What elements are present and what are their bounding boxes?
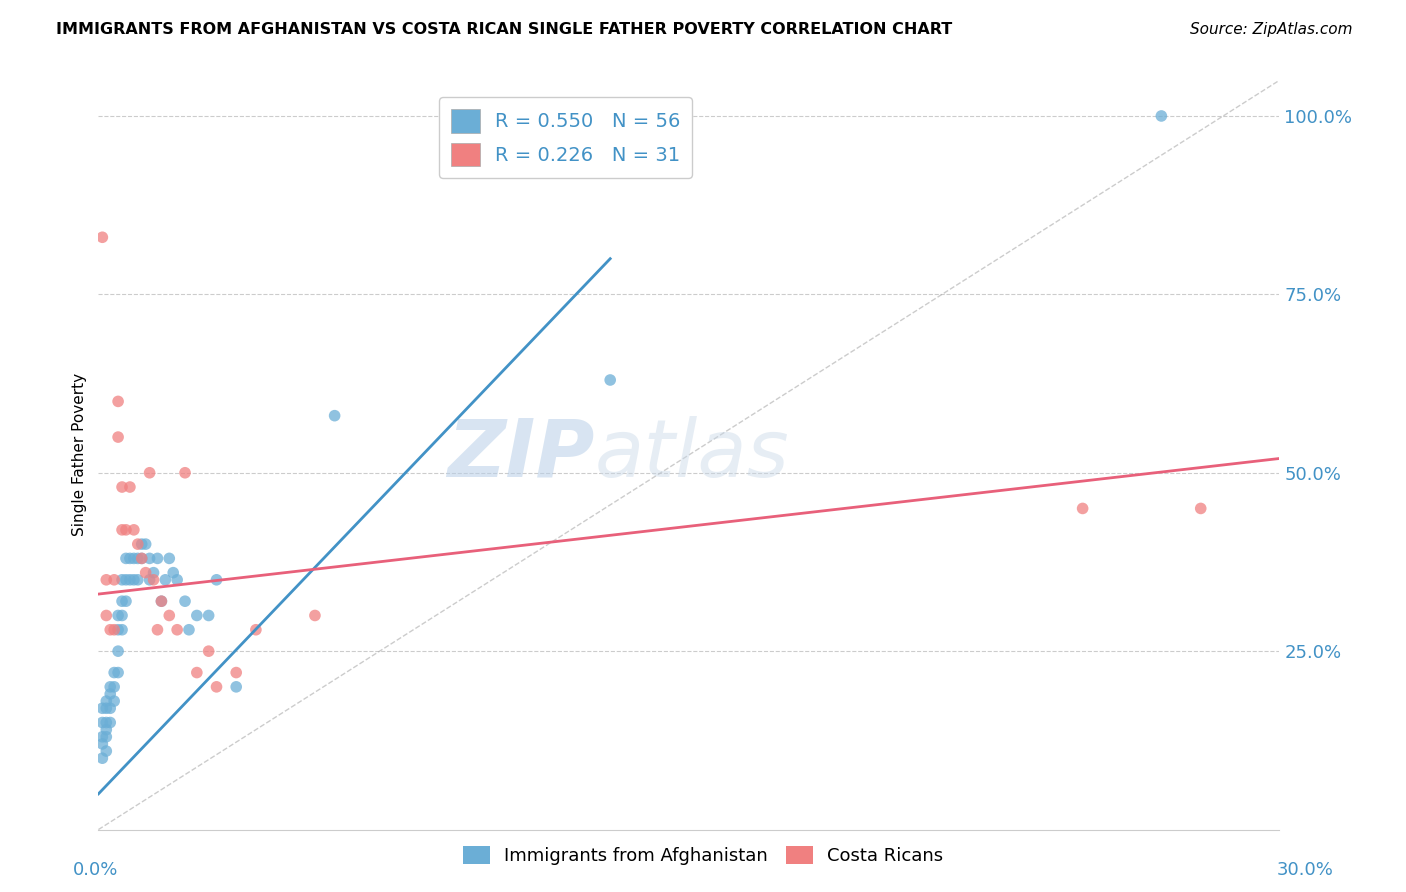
Point xyxy=(98,701,121,715)
Point xyxy=(96,744,118,758)
Point xyxy=(146,623,169,637)
Point xyxy=(96,723,118,737)
Point xyxy=(98,687,121,701)
Point xyxy=(103,680,125,694)
Point xyxy=(127,537,149,551)
Point xyxy=(111,480,134,494)
Point xyxy=(323,409,346,423)
Point xyxy=(115,594,138,608)
Point xyxy=(91,737,114,751)
Point xyxy=(122,523,145,537)
Point xyxy=(107,394,129,409)
Point xyxy=(138,466,160,480)
Point xyxy=(107,430,129,444)
Point xyxy=(146,551,169,566)
Point xyxy=(96,573,118,587)
Point xyxy=(142,566,165,580)
Point xyxy=(157,551,180,566)
Point xyxy=(122,551,145,566)
Point xyxy=(1071,501,1094,516)
Point xyxy=(118,480,141,494)
Point xyxy=(91,751,114,765)
Point xyxy=(115,573,138,587)
Point xyxy=(131,551,153,566)
Point xyxy=(96,730,118,744)
Point xyxy=(1189,501,1212,516)
Point xyxy=(91,230,114,244)
Point xyxy=(122,573,145,587)
Legend: R = 0.550   N = 56, R = 0.226   N = 31: R = 0.550 N = 56, R = 0.226 N = 31 xyxy=(439,97,692,178)
Point xyxy=(118,573,141,587)
Point xyxy=(98,680,121,694)
Point xyxy=(205,680,228,694)
Point xyxy=(131,551,153,566)
Text: atlas: atlas xyxy=(595,416,789,494)
Point xyxy=(186,608,208,623)
Point xyxy=(111,573,134,587)
Point xyxy=(118,551,141,566)
Point xyxy=(131,537,153,551)
Y-axis label: Single Father Poverty: Single Father Poverty xyxy=(72,374,87,536)
Point xyxy=(205,573,228,587)
Point xyxy=(103,694,125,708)
Point xyxy=(96,608,118,623)
Point xyxy=(162,566,184,580)
Point xyxy=(107,665,129,680)
Point xyxy=(150,594,173,608)
Point xyxy=(166,623,188,637)
Point xyxy=(225,680,247,694)
Point xyxy=(177,623,200,637)
Point xyxy=(107,644,129,658)
Point xyxy=(103,573,125,587)
Legend: Immigrants from Afghanistan, Costa Ricans: Immigrants from Afghanistan, Costa Rican… xyxy=(456,838,950,872)
Point xyxy=(197,644,219,658)
Point xyxy=(166,573,188,587)
Point xyxy=(103,665,125,680)
Point xyxy=(157,608,180,623)
Point xyxy=(111,594,134,608)
Point xyxy=(142,573,165,587)
Point xyxy=(138,573,160,587)
Point xyxy=(111,623,134,637)
Point xyxy=(107,623,129,637)
Point xyxy=(98,623,121,637)
Point xyxy=(91,701,114,715)
Point xyxy=(96,701,118,715)
Point xyxy=(225,665,247,680)
Point xyxy=(135,537,157,551)
Point xyxy=(135,566,157,580)
Point xyxy=(96,715,118,730)
Point xyxy=(115,551,138,566)
Point xyxy=(91,730,114,744)
Point xyxy=(98,715,121,730)
Point xyxy=(111,523,134,537)
Point xyxy=(304,608,326,623)
Point xyxy=(91,715,114,730)
Text: 30.0%: 30.0% xyxy=(1277,861,1333,879)
Point xyxy=(599,373,621,387)
Point xyxy=(115,523,138,537)
Point xyxy=(96,694,118,708)
Text: IMMIGRANTS FROM AFGHANISTAN VS COSTA RICAN SINGLE FATHER POVERTY CORRELATION CHA: IMMIGRANTS FROM AFGHANISTAN VS COSTA RIC… xyxy=(56,22,952,37)
Point xyxy=(197,608,219,623)
Point xyxy=(174,466,197,480)
Point xyxy=(127,551,149,566)
Point xyxy=(174,594,197,608)
Text: 0.0%: 0.0% xyxy=(73,861,118,879)
Point xyxy=(111,608,134,623)
Point xyxy=(245,623,267,637)
Point xyxy=(1150,109,1173,123)
Point xyxy=(127,573,149,587)
Point xyxy=(138,551,160,566)
Text: ZIP: ZIP xyxy=(447,416,595,494)
Point xyxy=(186,665,208,680)
Text: Source: ZipAtlas.com: Source: ZipAtlas.com xyxy=(1189,22,1353,37)
Point xyxy=(103,623,125,637)
Point xyxy=(155,573,177,587)
Point xyxy=(107,608,129,623)
Point xyxy=(150,594,173,608)
